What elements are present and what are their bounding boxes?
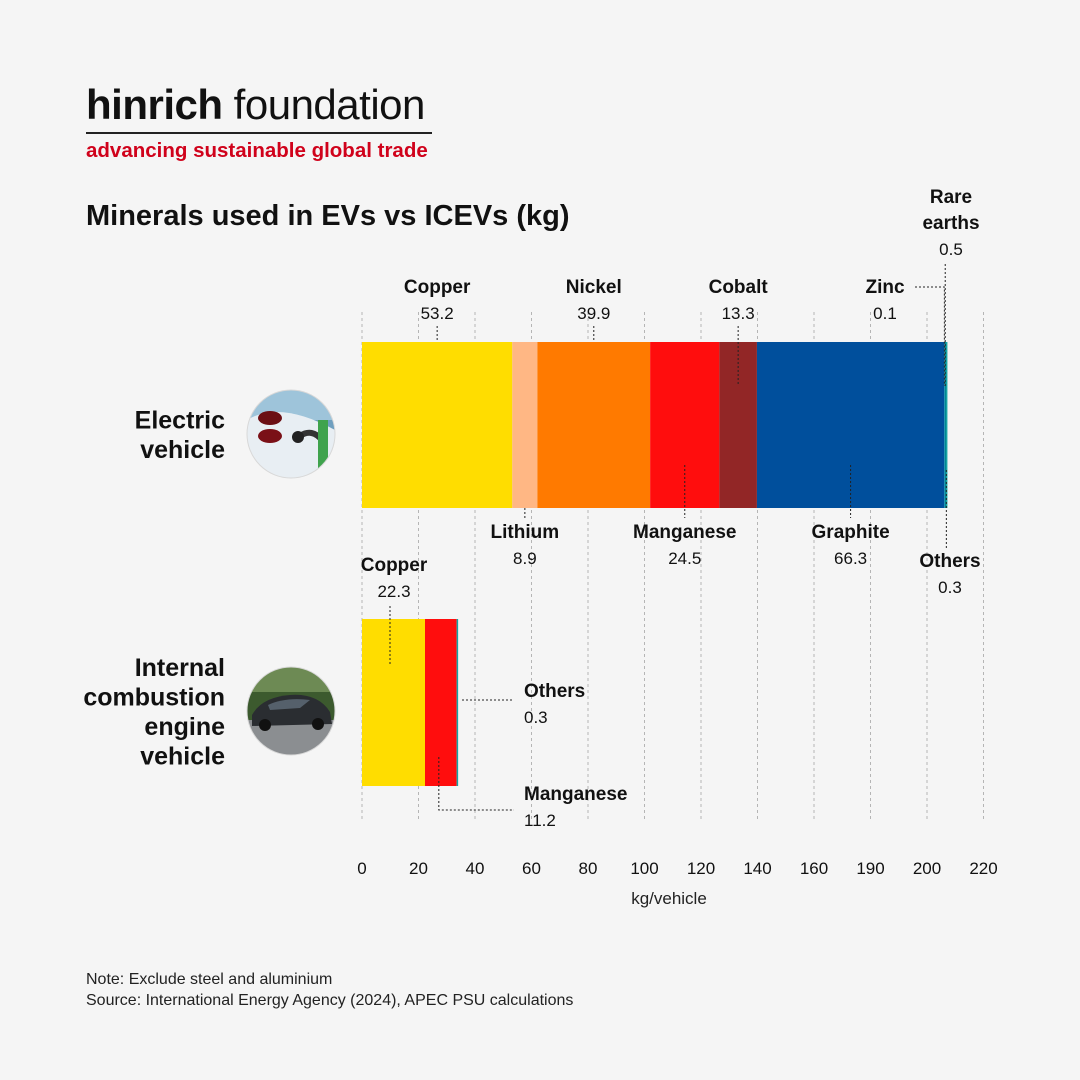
ev-nickel-value-label: 39.9 xyxy=(577,304,610,323)
x-tick-label: 220 xyxy=(969,859,997,878)
ev-lithium-value-label: 8.9 xyxy=(513,549,537,568)
logo-name-bold: hinrich xyxy=(86,81,223,128)
ev-cobalt-name-label: Cobalt xyxy=(709,277,769,298)
bar-icev-manganese xyxy=(424,619,457,786)
icev-photo-frame xyxy=(246,666,336,756)
icev-copper-name-label: Copper xyxy=(361,555,428,576)
category-label-icev: combustion xyxy=(83,683,225,711)
bar-icev-copper xyxy=(362,619,425,786)
ev-rare-earths-name-label-line1: Rare xyxy=(930,187,972,208)
ev-nickel-name-label: Nickel xyxy=(566,277,622,298)
x-tick-label: 200 xyxy=(913,859,941,878)
leader-line xyxy=(915,286,945,386)
ev-photo-frame xyxy=(246,389,336,479)
x-tick-label: 100 xyxy=(630,859,658,878)
dark-sedan-car-photo xyxy=(247,667,335,755)
bar-icev-others xyxy=(456,619,459,786)
ev-graphite-value-label: 66.3 xyxy=(834,549,867,568)
bar-ev-others xyxy=(945,342,948,508)
bar-ev-copper xyxy=(362,342,513,508)
x-tick-label: 190 xyxy=(856,859,884,878)
bar-ev-cobalt xyxy=(719,342,757,508)
ev-rare-earths-value-label: 0.5 xyxy=(939,240,963,259)
bar-ev-manganese xyxy=(650,342,720,508)
category-label-icev: engine xyxy=(144,713,225,741)
icev-manganese-name-label: Manganese xyxy=(524,784,627,805)
logo-tagline: advancing sustainable global trade xyxy=(86,138,428,162)
footnote: Note: Exclude steel and aluminium Source… xyxy=(86,969,573,1011)
data-labels: Copper 53.2 Nickel 39.9 Cobalt 13.3 Zinc 0.1 Rar… xyxy=(361,187,981,830)
ev-copper-value-label: 53.2 xyxy=(421,304,454,323)
ev-others-value-label: 0.3 xyxy=(938,578,962,597)
x-tick-label: 80 xyxy=(579,859,598,878)
ev-zinc-value-label: 0.1 xyxy=(873,304,897,323)
bar-ev-lithium xyxy=(512,342,538,508)
x-tick-label: 0 xyxy=(357,859,366,878)
leader-lines xyxy=(389,264,947,811)
x-tick-label: 40 xyxy=(466,859,485,878)
ev-lithium-name-label: Lithium xyxy=(491,522,560,543)
ev-manganese-name-label: Manganese xyxy=(633,522,736,543)
electric-car-charging-photo xyxy=(247,390,335,478)
x-tick-label: 60 xyxy=(522,859,541,878)
bar-ev-graphite xyxy=(756,342,945,508)
ev-others-name-label: Others xyxy=(919,551,980,572)
icev-others-name-label: Others xyxy=(524,681,585,702)
logo-name-light: foundation xyxy=(222,81,426,128)
note-text: Note: Exclude steel and aluminium xyxy=(86,971,333,988)
logo: hinrich foundation advancing sustainable… xyxy=(86,80,436,163)
ev-copper-name-label: Copper xyxy=(404,277,471,298)
bar-ev-rare-earths xyxy=(944,342,947,508)
ev-rare-earths-name-label-line2: earths xyxy=(922,213,979,234)
icev-others-value-label: 0.3 xyxy=(524,708,548,727)
category-label-icev: vehicle xyxy=(140,742,225,770)
x-tick-label: 140 xyxy=(743,859,771,878)
logo-rule xyxy=(86,132,432,134)
category-label-icev: Internal xyxy=(135,654,225,682)
logo-name: hinrich foundation xyxy=(86,80,436,130)
source-text: Source: International Energy Agency (202… xyxy=(86,992,574,1009)
x-tick-label: 120 xyxy=(687,859,715,878)
icev-copper-value-label: 22.3 xyxy=(377,582,410,601)
category-label-ev: vehicle xyxy=(140,436,225,464)
icev-manganese-value-label: 11.2 xyxy=(524,811,556,830)
ev-graphite-name-label: Graphite xyxy=(812,522,890,543)
category-label-ev: Electric xyxy=(135,406,225,434)
ev-cobalt-value-label: 13.3 xyxy=(722,304,755,323)
ev-manganese-value-label: 24.5 xyxy=(668,549,701,568)
bar-ev-nickel xyxy=(537,342,651,508)
x-axis-ticks: 0 20 40 60 80 100 120 140 160 190 200 220 xyxy=(357,859,997,878)
x-tick-label: 160 xyxy=(800,859,828,878)
chart-title: Minerals used in EVs vs ICEVs (kg) xyxy=(86,200,570,232)
x-tick-label: 20 xyxy=(409,859,428,878)
ev-zinc-name-label: Zinc xyxy=(865,277,904,298)
x-axis-label: kg/vehicle xyxy=(631,889,707,908)
bars xyxy=(362,342,948,786)
category-labels: ElectricvehicleInternalcombustionenginev… xyxy=(83,406,225,770)
leader-line xyxy=(438,757,514,811)
